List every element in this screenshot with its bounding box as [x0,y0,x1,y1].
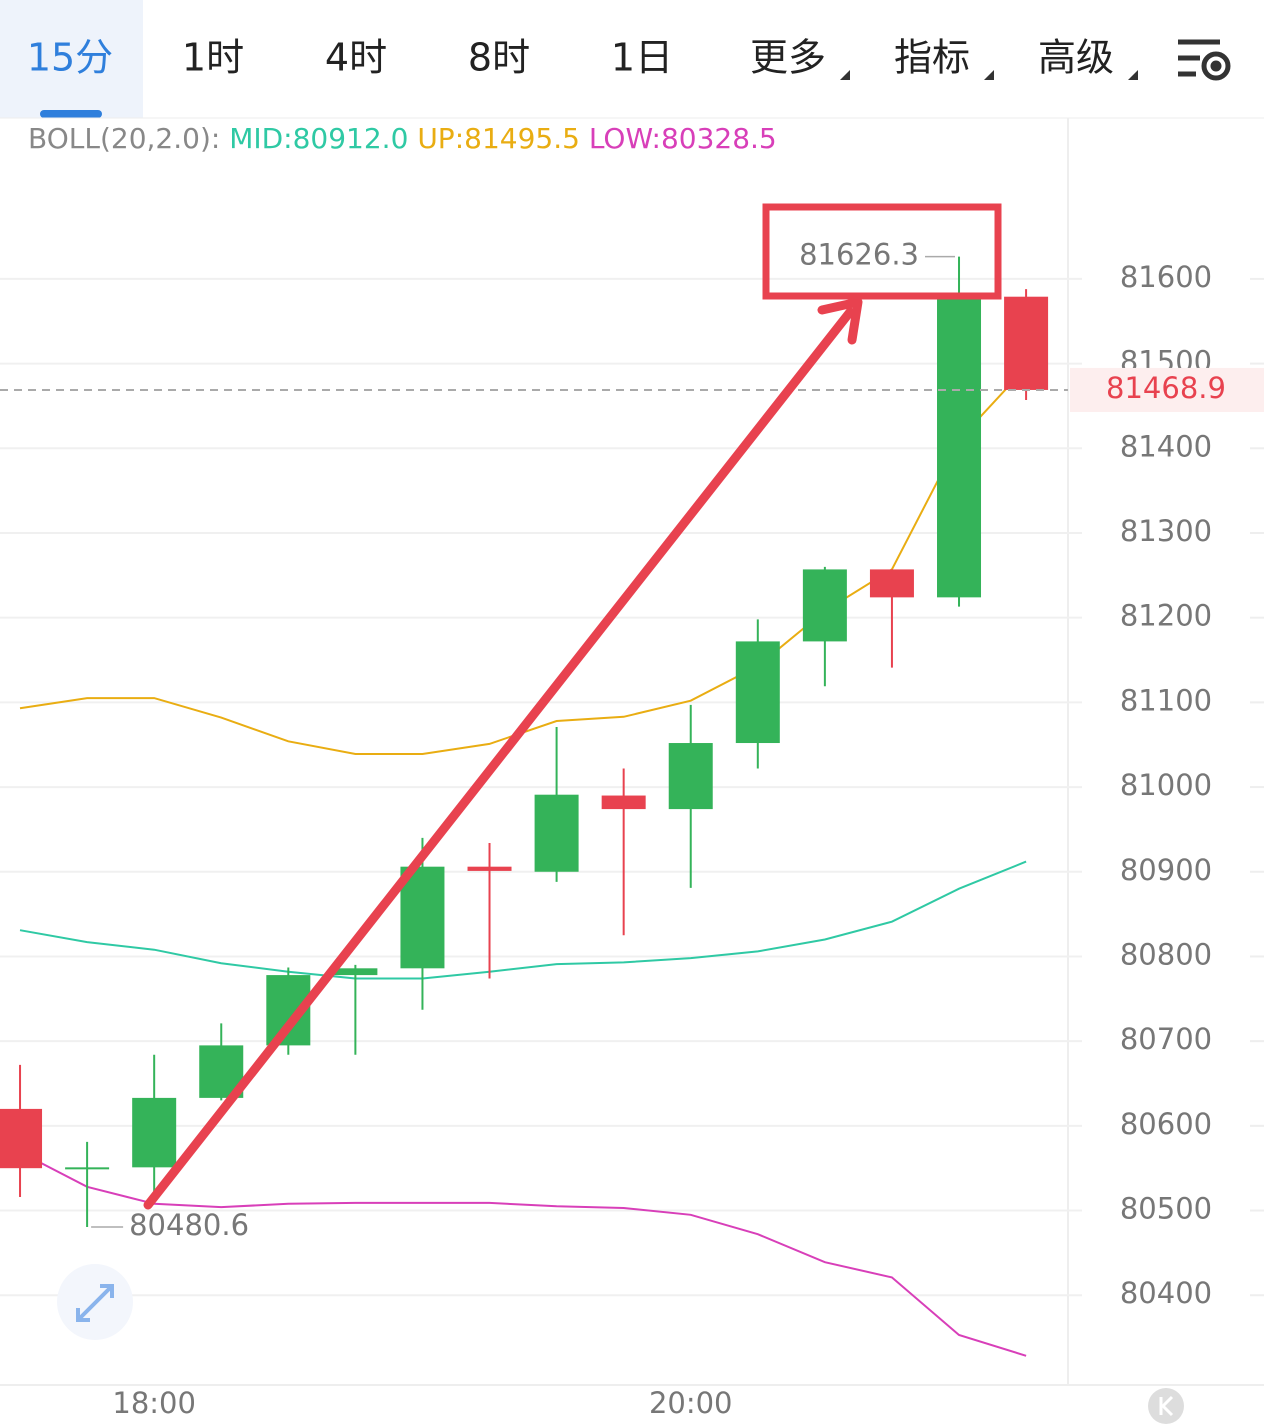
boll-line [19,366,1027,755]
candle-body [65,1167,110,1170]
tab[interactable]: 4时 [325,36,387,80]
boll-line [19,1151,1027,1357]
tab[interactable]: 8时 [468,36,530,80]
active-tab-bg [0,0,143,118]
annotation: 81626.3 [799,238,919,272]
y-tick-label: 81400 [1120,429,1212,463]
annotations: 81626.3 80480.6 81468.9 [0,238,1264,1242]
dropdown-caret [984,70,994,80]
tab[interactable]: 15分 [27,36,113,80]
candle-body [534,794,579,872]
legend-entry: UP:81495.5 [417,122,580,155]
x-tick-label: 18:00 [112,1386,196,1420]
tab[interactable]: 更多 [750,36,826,80]
tab[interactable]: 高级 [1038,36,1114,80]
candle-body [1004,296,1049,390]
legend-entry: LOW:80328.5 [589,122,777,155]
tab-bar: 15分 1时 4时 8时 1日 更多 指标 高级 [27,36,1138,80]
candle-body [937,296,982,598]
legend-entry: BOLL(20,2.0): [28,122,220,155]
settings-icon[interactable] [1178,39,1231,81]
tab[interactable]: 1日 [611,36,673,80]
y-tick-label: 80700 [1120,1022,1212,1056]
y-tick-label: 81000 [1120,768,1212,802]
candle-body [132,1097,177,1168]
dropdown-caret [840,70,850,80]
arrow-head [817,297,863,345]
candle-body [869,569,914,598]
candle-body [601,795,646,810]
candle-body [467,866,512,871]
candle-body [668,743,713,810]
y-tick-label: 81600 [1120,260,1212,294]
expand-button[interactable] [57,1264,133,1340]
annotation: 80480.6 [129,1208,249,1242]
tab[interactable]: 1时 [182,36,244,80]
grid: 80400 80500 80600 80700 80800 80900 81000 81100… [0,260,1264,1420]
boll-line [19,860,1027,980]
k-button[interactable] [1148,1388,1184,1424]
candle-body [735,641,780,744]
candle-body [802,569,847,642]
y-tick-label: 81100 [1120,683,1212,717]
y-tick-label: 80400 [1120,1276,1212,1310]
tab[interactable]: 指标 [894,36,970,80]
dropdown-caret [1128,70,1138,80]
trend-arrow [143,307,855,1210]
legend-entry: MID:80912.0 [229,122,408,155]
last-price-box [1070,367,1264,412]
x-tick-label: 20:00 [649,1386,733,1420]
candle-body [333,968,378,976]
y-tick-label: 81200 [1120,599,1212,633]
active-tab-indicator [40,110,102,118]
y-tick-label: 81300 [1120,514,1212,548]
y-tick-label: 80800 [1120,937,1212,971]
last-price-label: 81468.9 [1106,371,1226,405]
candles [0,256,1049,1227]
y-tick-label: 80500 [1120,1192,1212,1226]
y-tick-label: 80900 [1120,853,1212,887]
legend: BOLL(20,2.0): MID:80912.0 UP:81495.5 LOW… [28,122,777,155]
highlight-box [762,203,1002,300]
candle-body [0,1108,43,1169]
y-tick-label: 80600 [1120,1107,1212,1141]
candle-body [400,866,445,969]
highlight-overlay [143,203,1002,1210]
